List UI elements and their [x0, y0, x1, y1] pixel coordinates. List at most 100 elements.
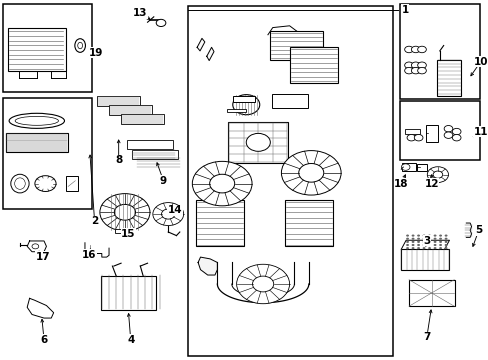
Circle shape	[451, 134, 460, 141]
Circle shape	[433, 238, 436, 240]
Circle shape	[246, 134, 270, 151]
Polygon shape	[197, 39, 204, 51]
Circle shape	[438, 244, 441, 246]
Circle shape	[433, 244, 436, 246]
Circle shape	[438, 247, 441, 249]
Text: 14: 14	[167, 206, 182, 216]
Bar	[404, 130, 419, 134]
Circle shape	[438, 238, 441, 240]
Bar	[101, 276, 156, 310]
Text: 13: 13	[133, 8, 147, 18]
Circle shape	[416, 234, 419, 237]
Circle shape	[406, 241, 408, 243]
Circle shape	[417, 46, 426, 53]
Bar	[132, 150, 177, 159]
Text: 4: 4	[127, 334, 134, 345]
Circle shape	[298, 163, 323, 182]
Bar	[402, 163, 415, 171]
Bar	[3, 4, 92, 92]
Circle shape	[422, 247, 425, 249]
Bar	[401, 249, 448, 270]
Bar	[121, 114, 164, 124]
Bar	[5, 133, 68, 152]
Circle shape	[406, 247, 408, 249]
Circle shape	[432, 171, 442, 178]
Polygon shape	[206, 47, 214, 60]
Bar	[425, 125, 437, 142]
Circle shape	[406, 238, 408, 240]
Circle shape	[406, 244, 408, 246]
Bar	[3, 98, 92, 209]
Circle shape	[422, 241, 425, 243]
Polygon shape	[198, 257, 217, 275]
Ellipse shape	[15, 178, 25, 189]
Circle shape	[100, 194, 150, 231]
Circle shape	[281, 150, 341, 195]
Bar	[233, 96, 254, 102]
Circle shape	[411, 244, 414, 246]
Bar	[271, 94, 307, 108]
Circle shape	[443, 126, 452, 132]
Circle shape	[401, 164, 409, 170]
Bar	[289, 47, 337, 83]
Circle shape	[411, 238, 414, 240]
Text: 19: 19	[89, 48, 103, 58]
Bar	[188, 6, 392, 356]
Circle shape	[410, 67, 419, 74]
Circle shape	[433, 247, 436, 249]
Bar	[97, 96, 140, 106]
Circle shape	[433, 234, 436, 237]
Circle shape	[427, 244, 430, 246]
Circle shape	[232, 95, 259, 115]
Circle shape	[427, 247, 430, 249]
Bar	[227, 109, 245, 112]
Circle shape	[404, 62, 412, 68]
Circle shape	[411, 234, 414, 237]
Text: 10: 10	[472, 57, 487, 67]
Circle shape	[444, 238, 447, 240]
Text: 6: 6	[41, 334, 47, 345]
Text: 17: 17	[36, 252, 50, 262]
Text: 11: 11	[472, 127, 487, 136]
Circle shape	[404, 67, 412, 74]
Circle shape	[416, 244, 419, 246]
Bar	[109, 105, 152, 115]
Circle shape	[427, 238, 430, 240]
Circle shape	[422, 238, 425, 240]
Circle shape	[443, 132, 452, 138]
Ellipse shape	[15, 116, 59, 125]
Circle shape	[411, 241, 414, 243]
Circle shape	[417, 62, 426, 68]
Circle shape	[417, 67, 426, 74]
Bar	[111, 209, 138, 216]
Ellipse shape	[78, 42, 82, 49]
Text: 5: 5	[474, 225, 482, 235]
Text: 15: 15	[121, 229, 135, 239]
Circle shape	[433, 241, 436, 243]
Circle shape	[410, 62, 419, 68]
Text: 7: 7	[422, 332, 429, 342]
Circle shape	[451, 129, 460, 135]
Bar	[228, 122, 288, 163]
Circle shape	[444, 247, 447, 249]
Bar	[127, 140, 172, 149]
Ellipse shape	[75, 39, 85, 52]
Bar	[284, 200, 332, 246]
Circle shape	[444, 234, 447, 237]
Bar	[195, 200, 244, 246]
Bar	[416, 163, 427, 171]
Circle shape	[404, 46, 412, 53]
Circle shape	[411, 247, 414, 249]
Text: 9: 9	[160, 176, 167, 186]
Circle shape	[427, 234, 430, 237]
Circle shape	[413, 134, 422, 141]
Circle shape	[444, 241, 447, 243]
Circle shape	[192, 161, 251, 206]
Text: 2: 2	[91, 216, 98, 226]
Bar	[408, 279, 453, 306]
Circle shape	[406, 134, 415, 141]
Bar	[8, 28, 65, 71]
Circle shape	[32, 244, 39, 249]
Circle shape	[427, 167, 447, 183]
Ellipse shape	[9, 113, 64, 129]
